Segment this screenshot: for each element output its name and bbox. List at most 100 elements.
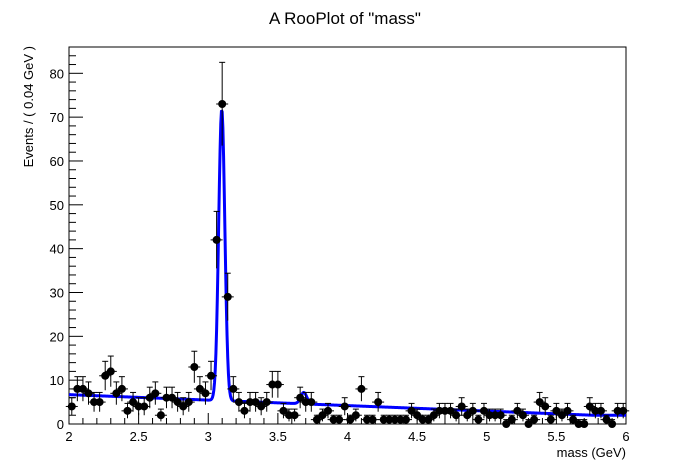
data-marker [318,411,327,420]
data-marker [112,389,121,398]
data-point [121,402,134,419]
data-point [455,397,468,416]
data-marker [552,406,561,415]
x-tick-label: 4.5 [408,429,426,444]
data-point [143,386,156,409]
data-marker [413,411,422,420]
data-point [255,397,268,416]
data-marker [446,406,455,415]
data-marker [290,411,299,420]
data-marker [401,415,410,424]
data-point [466,402,479,419]
data-marker [596,406,605,415]
data-point [399,414,412,424]
data-point [528,414,541,424]
data-marker [513,406,522,415]
x-tick-label: 2 [65,429,72,444]
data-point [461,408,474,422]
data-point [494,408,507,422]
data-point [76,376,89,402]
data-marker [201,389,210,398]
y-tick-label: 30 [50,285,64,300]
data-point [533,391,546,412]
data-point [110,381,123,405]
data-marker [429,411,438,420]
data-marker [117,384,126,393]
data-marker [234,398,243,407]
data-point [372,391,385,412]
y-tick-label: 80 [50,66,64,81]
data-marker [374,398,383,407]
data-marker [340,402,349,411]
x-tick-label: 5.5 [547,429,565,444]
data-point [477,402,490,419]
data-marker [84,389,93,398]
data-marker [546,415,555,424]
data-marker [106,367,115,376]
data-point [171,391,184,412]
data-marker [474,415,483,424]
data-point [249,391,262,412]
fit-curve-layer [68,109,626,417]
data-point [221,272,234,321]
data-marker [129,398,138,407]
data-marker [563,406,572,415]
data-marker [140,402,149,411]
data-point [338,397,351,416]
x-tick-label: 5 [483,429,490,444]
data-marker [407,406,416,415]
data-point [544,414,557,424]
data-point [333,414,346,424]
data-point [104,355,117,387]
data-marker [101,371,110,380]
data-point [583,397,596,416]
data-point [149,381,162,405]
data-point [366,414,379,424]
data-points-layer [65,61,630,428]
data-point [166,386,179,409]
data-point [516,408,529,422]
y-tick-label: 50 [50,198,64,213]
data-point [472,414,485,424]
data-point [115,376,128,402]
data-marker [346,415,355,424]
data-point [216,61,229,146]
data-marker [195,384,204,393]
data-marker [357,384,366,393]
data-marker [452,411,461,420]
data-point [99,360,112,391]
data-marker [324,406,333,415]
data-marker [67,402,76,411]
data-point [127,391,140,412]
data-point [210,210,223,269]
data-point [539,397,552,416]
data-point [232,391,245,412]
data-point [260,391,273,412]
data-marker [251,398,260,407]
data-point [227,376,240,402]
plot-area-border [68,46,627,425]
fit-curve-line [68,109,626,417]
data-point [349,408,362,422]
x-tick-label: 4 [344,429,351,444]
data-marker [368,415,377,424]
data-marker [95,398,104,407]
data-marker [156,411,165,420]
y-tick-label: 60 [50,154,64,169]
data-point [594,402,607,419]
data-marker [262,398,271,407]
x-tick-label: 3.5 [269,429,287,444]
data-marker [218,99,227,108]
data-point [567,414,580,424]
data-marker [463,411,472,420]
data-point [238,402,251,419]
data-point [578,419,591,428]
data-point [450,408,463,422]
chart-title: A RooPlot of "mass" [269,9,421,28]
data-point [617,402,630,419]
data-marker [151,389,160,398]
data-point [322,402,335,419]
data-marker [257,402,266,411]
data-marker [468,406,477,415]
